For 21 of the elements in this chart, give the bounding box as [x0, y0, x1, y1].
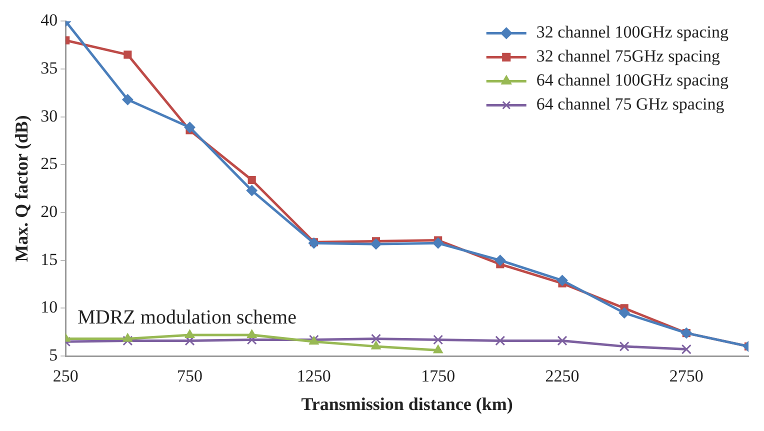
y-tick-label: 20: [40, 202, 58, 221]
y-tick-label: 10: [40, 298, 58, 317]
annotation: MDRZ modulation scheme: [78, 306, 297, 328]
x-tick-label: 2750: [669, 366, 704, 386]
x-axis-title: Transmission distance (km): [301, 394, 513, 414]
y-tick-label: 30: [40, 106, 58, 126]
y-axis-title: Max. Q factor (dB): [11, 115, 32, 262]
x-tick-label: 1750: [421, 366, 456, 386]
y-tick-label: 5: [49, 345, 58, 364]
x-tick-label: 250: [52, 366, 78, 386]
y-tick-label: 15: [40, 250, 58, 269]
y-tick-label: 40: [40, 10, 58, 30]
legend-label: 64 channel 75 GHz spacing: [536, 94, 725, 114]
x-tick-label: 750: [177, 366, 203, 386]
legend-label: 64 channel 100GHz spacing: [536, 70, 729, 90]
x-tick-label: 1250: [296, 366, 331, 386]
x-tick-label: 2250: [545, 366, 580, 386]
legend-label: 32 channel 75GHz spacing: [536, 46, 720, 66]
y-tick-label: 35: [40, 58, 58, 78]
y-tick-label: 25: [40, 154, 58, 174]
legend-label: 32 channel 100GHz spacing: [536, 22, 729, 42]
